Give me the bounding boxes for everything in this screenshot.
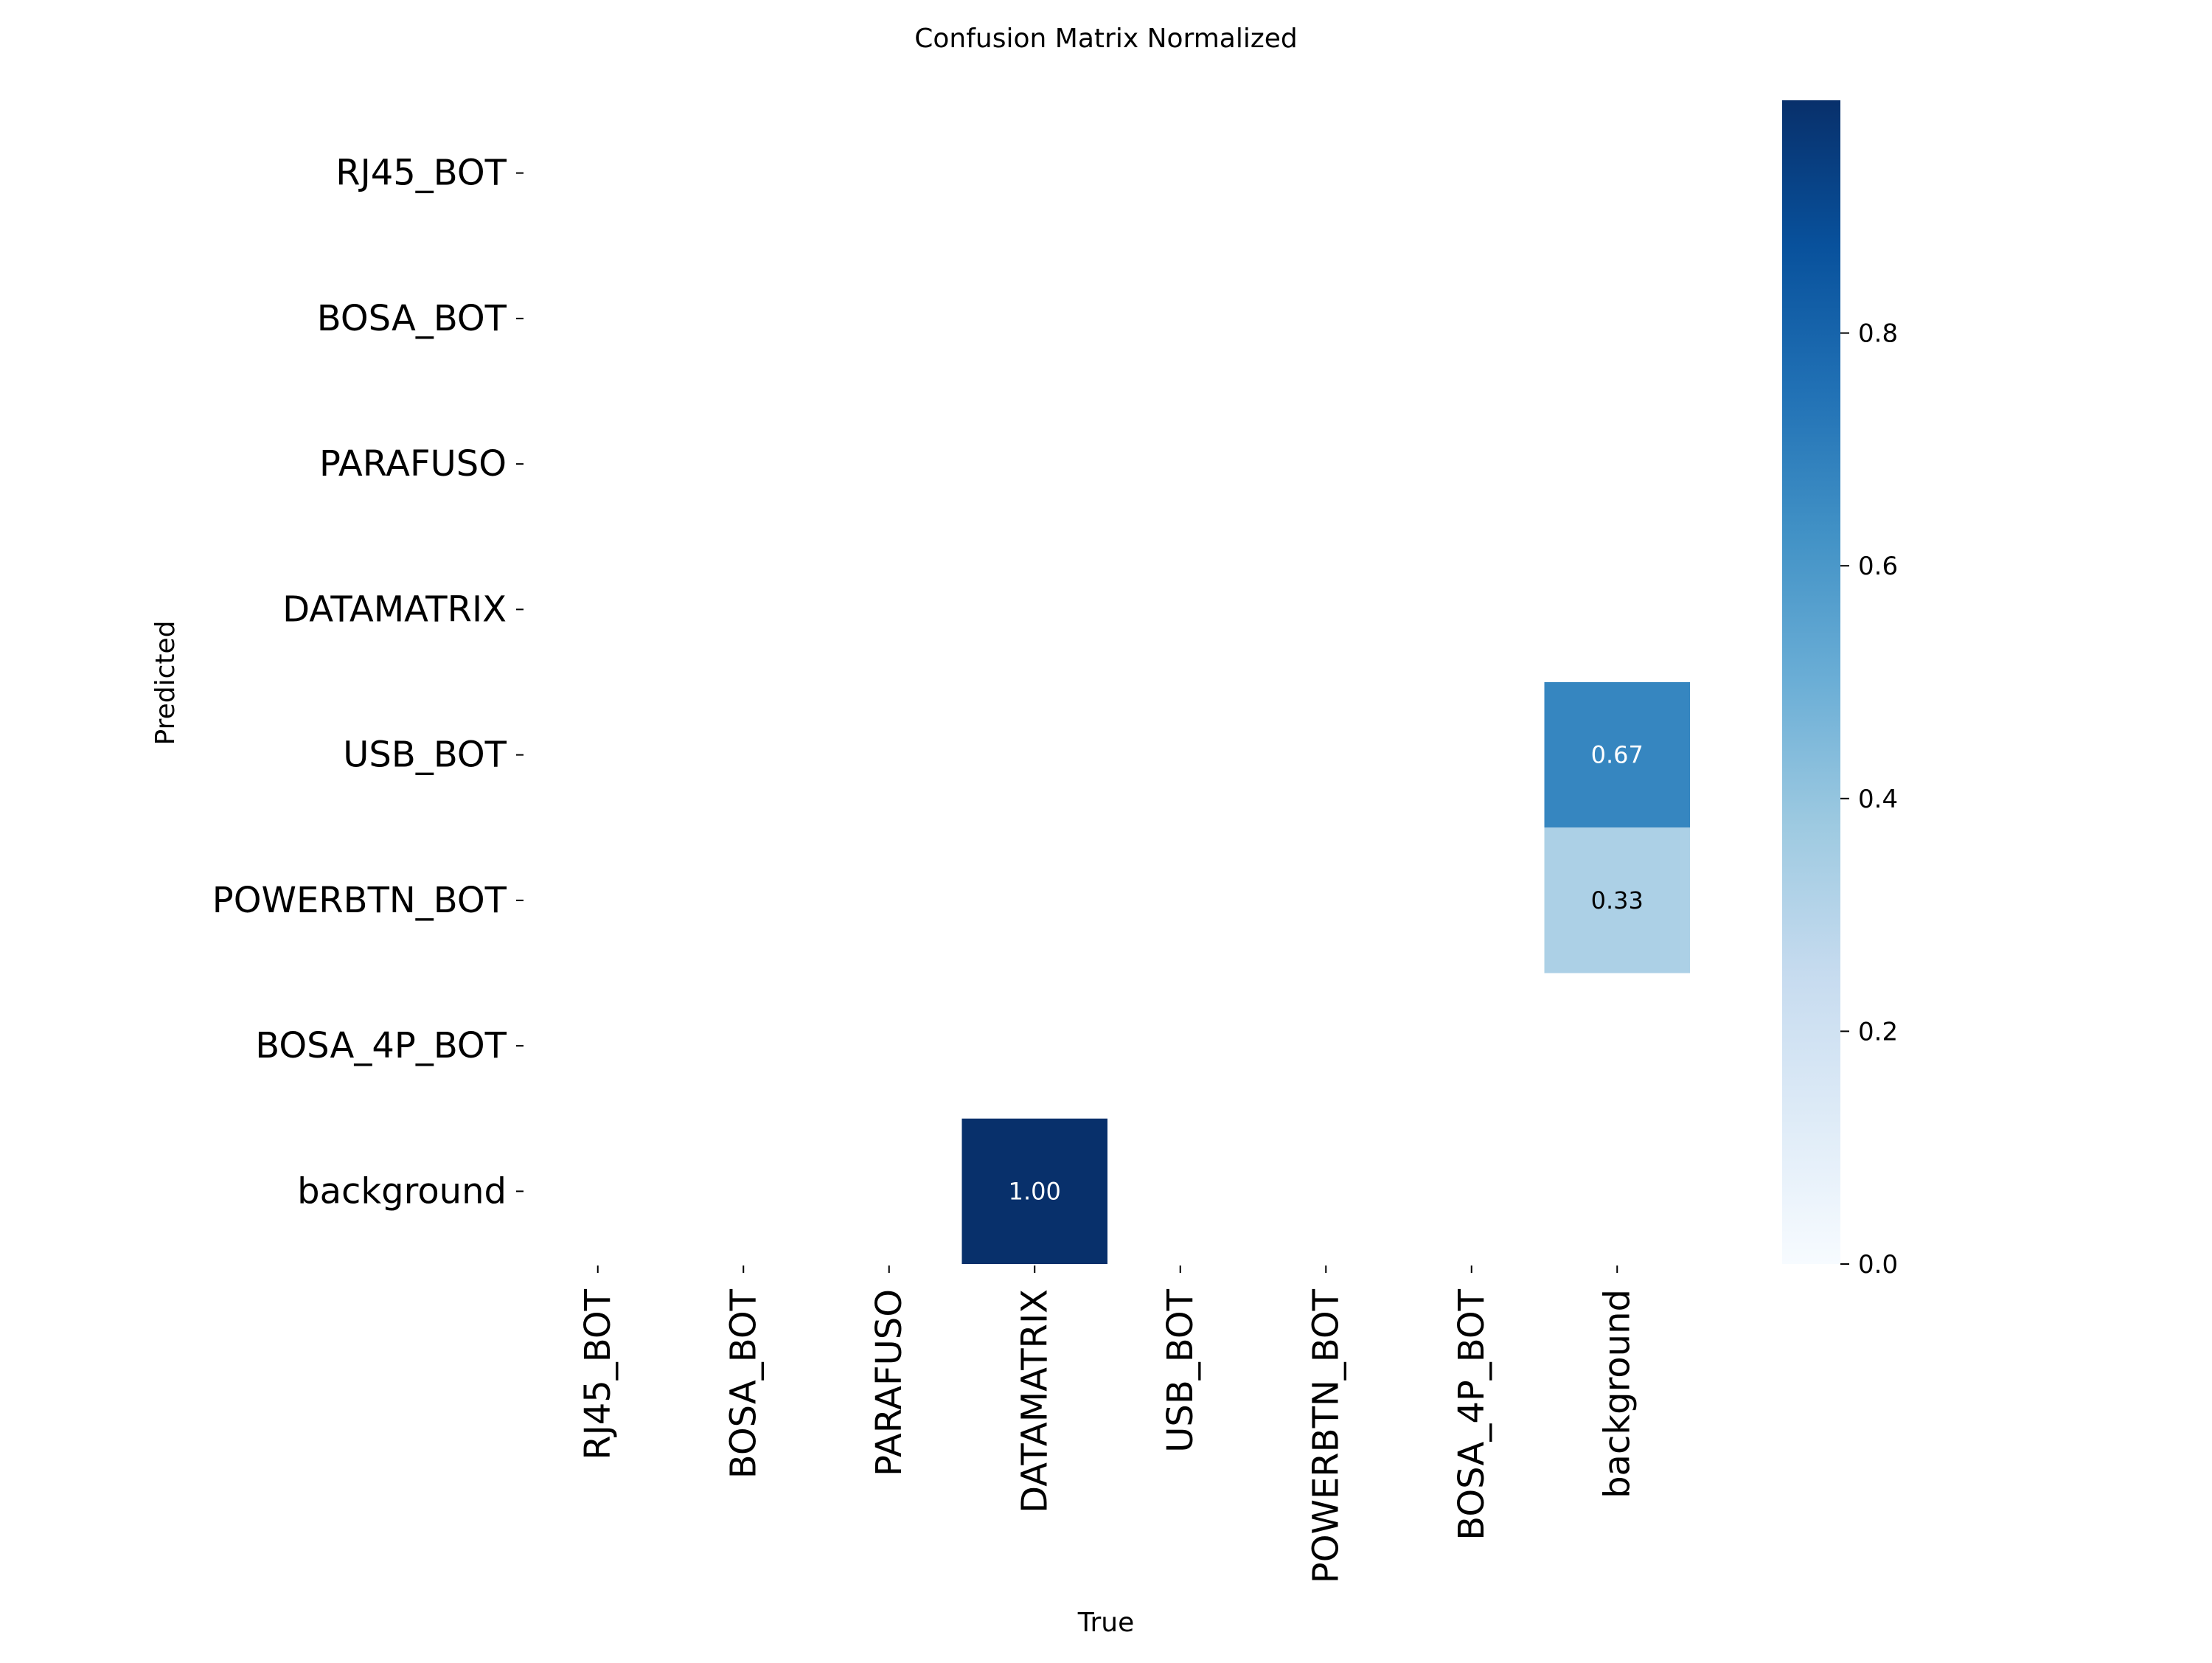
x-tick-label: PARAFUSO <box>869 1289 910 1476</box>
heatmap-cells: 0.67 0.33 1.00 <box>961 682 1690 1264</box>
chart-title: Confusion Matrix Normalized <box>914 24 1297 54</box>
colorbar-gradient <box>1782 100 1840 1264</box>
x-axis-ticks: RJ45_BOT BOSA_BOT PARAFUSO DATAMATRIX USB_BO… <box>577 1266 1638 1583</box>
heatmap-cell <box>1544 827 1690 973</box>
x-tick-label: DATAMATRIX <box>1014 1289 1055 1513</box>
colorbar-tick-label: 0.4 <box>1858 785 1898 814</box>
y-tick-label: background <box>297 1170 507 1212</box>
x-axis-label: True <box>1077 1608 1134 1638</box>
colorbar-tick-label: 0.2 <box>1858 1017 1898 1046</box>
x-tick-label: RJ45_BOT <box>577 1288 619 1459</box>
x-tick-label: USB_BOT <box>1160 1288 1201 1452</box>
y-axis-ticks: RJ45_BOT BOSA_BOT PARAFUSO DATAMATRIX USB_BO… <box>212 153 524 1212</box>
colorbar-tick-label: 0.0 <box>1858 1250 1898 1280</box>
y-tick-label: RJ45_BOT <box>335 153 507 194</box>
colorbar-ticks: 0.0 0.2 0.4 0.6 0.8 <box>1840 319 1898 1280</box>
colorbar-tick-label: 0.6 <box>1858 552 1898 581</box>
heatmap-cell <box>961 1118 1107 1264</box>
y-tick-label: DATAMATRIX <box>282 589 507 630</box>
colorbar <box>1782 100 1840 1264</box>
heatmap-cell <box>1544 682 1690 828</box>
y-tick-label: BOSA_BOT <box>317 298 507 339</box>
cell-value-label: 0.33 <box>1591 886 1644 914</box>
x-tick-label: POWERBTN_BOT <box>1305 1288 1346 1583</box>
y-tick-label: POWERBTN_BOT <box>212 880 507 921</box>
cell-value-label: 0.67 <box>1591 741 1644 769</box>
cell-value-label: 1.00 <box>1009 1177 1061 1205</box>
y-tick-label: BOSA_4P_BOT <box>255 1025 507 1066</box>
y-tick-label: PARAFUSO <box>319 443 507 485</box>
colorbar-tick-label: 0.8 <box>1858 319 1898 349</box>
x-tick-label: BOSA_BOT <box>723 1288 764 1479</box>
x-tick-label: background <box>1596 1289 1638 1499</box>
x-tick-label: BOSA_4P_BOT <box>1451 1288 1492 1540</box>
y-axis-label: Predicted <box>150 621 181 746</box>
y-tick-label: USB_BOT <box>343 735 507 776</box>
